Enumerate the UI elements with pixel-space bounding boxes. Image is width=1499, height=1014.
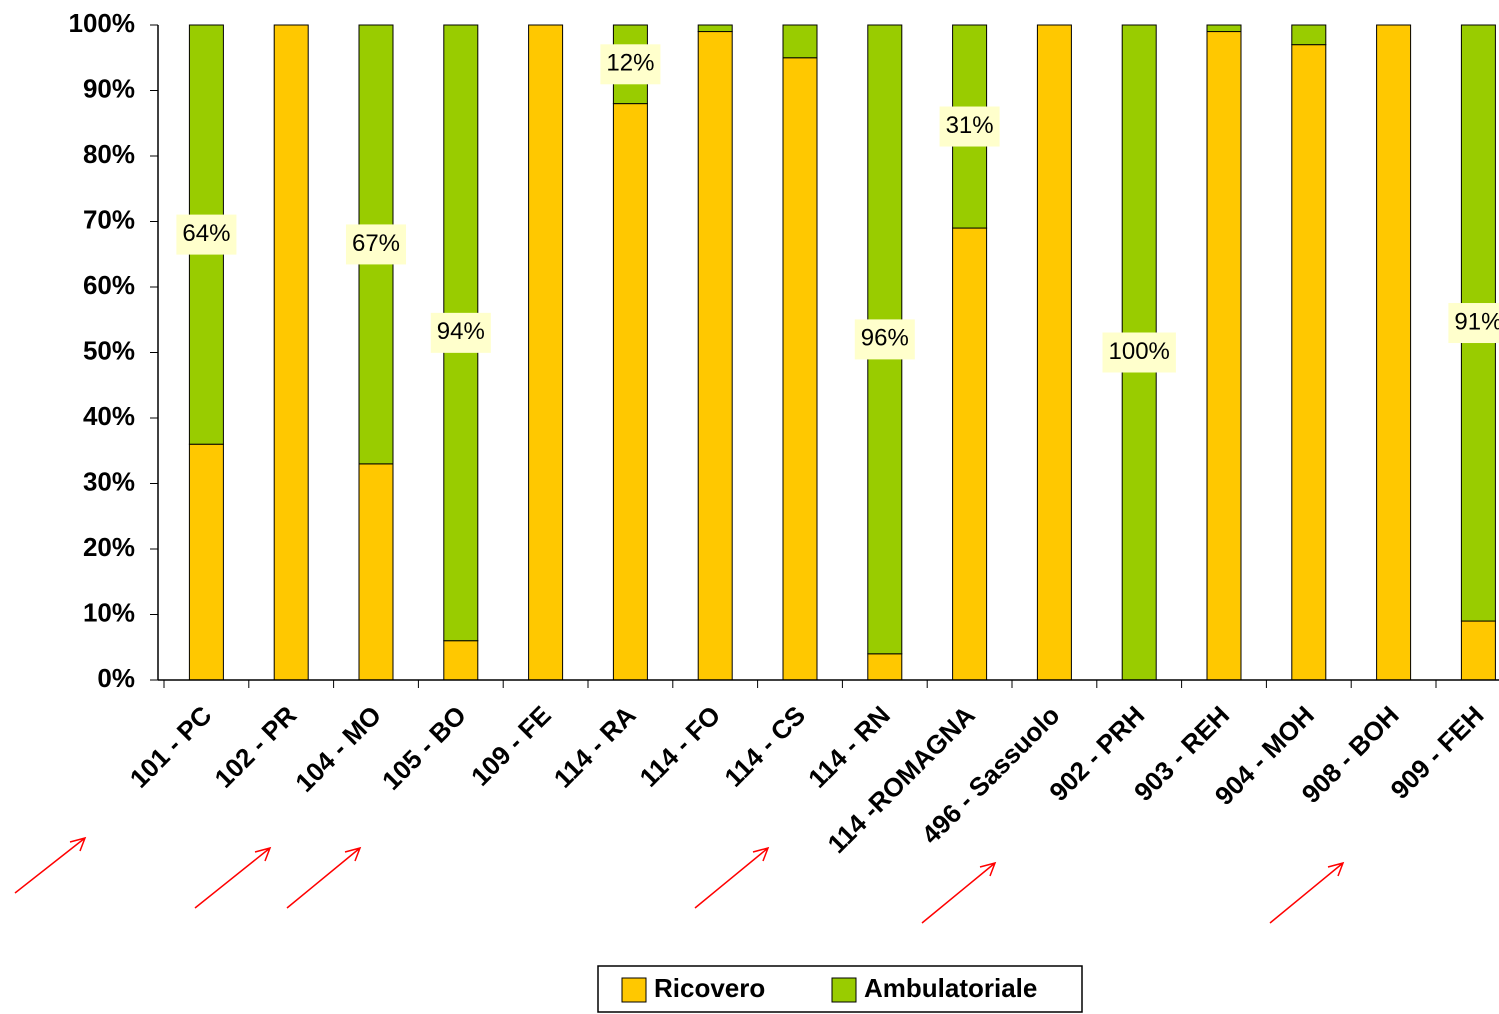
data-label-box [1448, 303, 1499, 344]
bar-segment [697, 31, 733, 681]
arrow [1269, 861, 1345, 924]
legend-label: Ricovero [654, 973, 765, 1003]
bar-segment [273, 24, 309, 681]
data-label-text: 12% [606, 50, 654, 77]
bar-segment [697, 24, 733, 33]
y-tick-label: 80% [83, 139, 135, 169]
data-label-box [345, 224, 407, 265]
y-tick-label: 40% [83, 401, 135, 431]
arrows [14, 836, 1345, 924]
y-tick-label: 60% [83, 270, 135, 300]
arrow [921, 861, 997, 924]
data-label-box [854, 319, 915, 360]
x-tick-label: 101 - PC [124, 700, 218, 794]
y-tick-label: 100% [69, 8, 136, 38]
x-tick-label: 114 -ROMAGNA [822, 700, 981, 859]
bar-segment [952, 227, 988, 681]
x-tick-label: 114 - FO [634, 700, 727, 793]
arrow [694, 846, 770, 909]
y-tick-label: 90% [83, 73, 135, 103]
arrow [286, 846, 362, 909]
legend-label: Ambulatoriale [864, 973, 1037, 1003]
y-tick-label: 10% [83, 597, 135, 627]
bar-segment [1036, 24, 1072, 681]
data-label-box [600, 44, 661, 85]
data-label-box [939, 106, 1000, 147]
y-tick-label: 20% [83, 532, 135, 562]
y-tick-label: 30% [83, 466, 135, 496]
arrow [14, 836, 87, 894]
data-label-text: 91% [1454, 308, 1499, 335]
legend-swatch [621, 977, 647, 1003]
x-tick-label: 102 - PR [209, 700, 303, 794]
bar-segment [188, 443, 224, 681]
data-label-box [430, 312, 491, 353]
data-label-text: 31% [946, 112, 994, 139]
x-tick-label: 909 - FEH [1384, 700, 1489, 805]
data-label: 100% [1102, 332, 1176, 373]
x-tick-label: 109 - FE [465, 700, 557, 792]
bar-segment [1376, 24, 1412, 681]
bar-segment [1206, 24, 1242, 33]
legend-swatch [831, 977, 857, 1003]
x-tick-label: 114 - RA [548, 700, 642, 794]
bar-segment [1206, 31, 1242, 681]
data-label: 12% [600, 44, 661, 85]
data-label: 67% [345, 224, 407, 265]
bar-segment [443, 640, 479, 681]
bar-segment [867, 653, 903, 681]
bar-segment [1291, 24, 1327, 46]
data-label-text: 96% [861, 325, 909, 352]
bar-segment [528, 24, 564, 681]
data-label-text: 94% [437, 318, 485, 345]
data-label: 64% [176, 214, 237, 255]
y-tick-label: 70% [83, 204, 135, 234]
bar-segment [612, 103, 648, 681]
bar-segment [782, 57, 818, 681]
data-label: 94% [430, 312, 491, 353]
x-tick-label: 114 - CS [718, 700, 811, 793]
data-label-text: 67% [352, 230, 400, 257]
bar-segment [1291, 44, 1327, 681]
bar-segment [782, 24, 818, 59]
data-label: 91% [1448, 303, 1499, 344]
y-tick-label: 50% [83, 335, 135, 365]
data-label-box [1102, 332, 1176, 373]
data-label-text: 64% [182, 220, 230, 247]
data-label: 96% [854, 319, 915, 360]
data-label-text: 100% [1109, 338, 1170, 365]
x-tick-label: 105 - BO [376, 700, 472, 796]
bar-segment [358, 463, 394, 681]
arrow [194, 846, 272, 909]
data-label-box [176, 214, 237, 255]
x-tick-label: 104 - MO [289, 700, 387, 798]
data-label: 31% [939, 106, 1000, 147]
y-tick-label: 0% [97, 663, 135, 693]
bar-segment [1460, 620, 1496, 681]
